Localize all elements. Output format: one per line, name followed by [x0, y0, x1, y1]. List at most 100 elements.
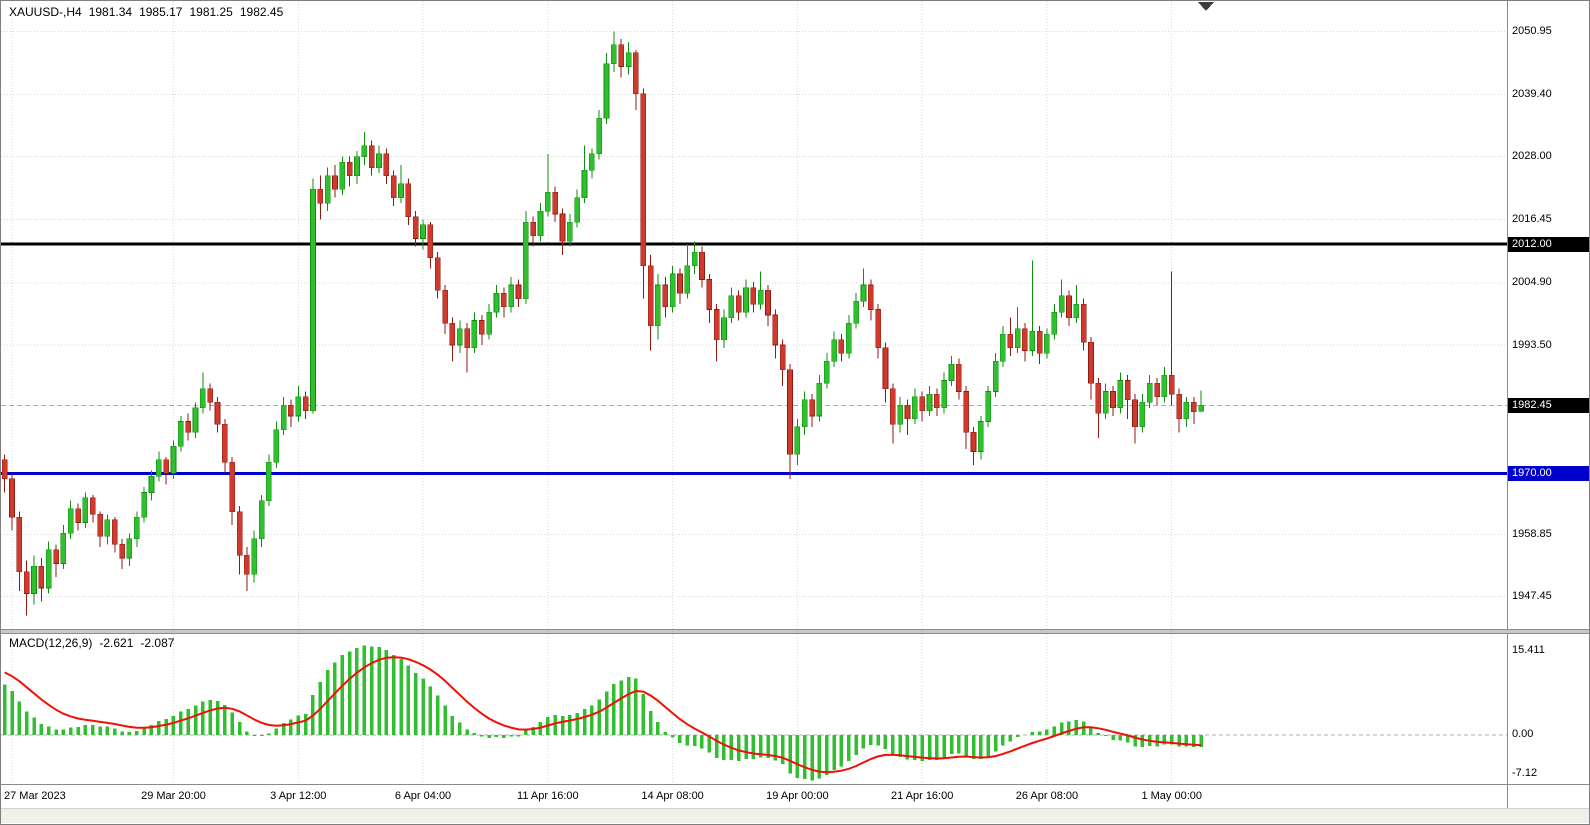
candle — [956, 358, 962, 400]
low-value: 1981.25 — [189, 5, 233, 19]
candle — [1051, 304, 1058, 340]
candle — [1102, 383, 1109, 419]
candle — [398, 164, 404, 204]
price-axis-badge: 2012.00 — [1508, 236, 1589, 252]
candle — [559, 208, 566, 255]
candle — [500, 287, 507, 318]
candle — [677, 268, 683, 305]
candle — [978, 416, 984, 460]
candle — [178, 416, 184, 452]
macd-axis-label: 0.00 — [1512, 728, 1534, 741]
macd-signal-line — [4, 656, 1202, 774]
candle — [1161, 366, 1168, 403]
candle — [992, 353, 999, 397]
symbol-period-label: XAUUSD-,H4 — [9, 5, 82, 19]
candle — [934, 388, 940, 417]
candle — [867, 279, 874, 321]
time-axis-label: 27 Mar 2023 — [4, 790, 66, 802]
macd-histogram — [2, 645, 1203, 781]
chart-shift-marker[interactable] — [1198, 2, 1214, 11]
candle — [1000, 325, 1006, 367]
candle — [750, 282, 757, 313]
candle — [53, 544, 59, 578]
time-axis-label: 19 Apr 00:00 — [766, 790, 829, 802]
candle — [376, 145, 382, 174]
candle — [420, 219, 426, 250]
candle — [185, 413, 191, 441]
candle — [1, 454, 8, 493]
candle — [1154, 377, 1160, 406]
candle — [823, 353, 830, 389]
candle — [89, 495, 96, 523]
candle — [1146, 375, 1153, 408]
ohlc-header: XAUUSD-,H4 1981.34 1985.17 1981.25 1982.45 — [9, 5, 290, 19]
main-chart-pane[interactable]: XAUUSD-,H4 1981.34 1985.17 1981.25 1982.45 — [1, 1, 1507, 629]
candle — [728, 287, 735, 324]
candle — [1007, 317, 1014, 356]
candle — [1066, 290, 1072, 326]
candle — [1088, 336, 1094, 400]
candle — [412, 211, 419, 247]
candle — [346, 156, 353, 187]
candle — [926, 385, 933, 417]
candle — [787, 364, 793, 479]
candle — [383, 148, 390, 184]
macd-axis[interactable]: 15.411 0.00 -7.12 — [1507, 634, 1589, 784]
candle — [523, 211, 529, 305]
candle — [449, 317, 456, 362]
price-axis-label: 2004.90 — [1512, 276, 1552, 289]
candle — [757, 271, 764, 310]
candle — [1176, 388, 1182, 433]
price-axis-badge: 1970.00 — [1508, 465, 1589, 481]
candle — [581, 145, 588, 204]
candle — [941, 372, 947, 414]
candle — [339, 156, 346, 195]
candle — [361, 132, 368, 165]
candle — [104, 514, 111, 545]
price-axis-label: 2028.00 — [1512, 150, 1552, 163]
candle — [97, 511, 103, 548]
candle — [148, 470, 155, 501]
candle — [302, 391, 309, 419]
candle — [985, 385, 992, 427]
candles-layer — [1, 31, 1204, 616]
candle — [354, 151, 360, 184]
candle — [434, 252, 441, 299]
macd-pane[interactable]: MACD(12,26,9) -2.621 -2.087 — [1, 634, 1507, 784]
price-axis-label: 1958.85 — [1512, 527, 1552, 540]
candle — [258, 495, 265, 548]
candle — [853, 293, 859, 329]
candle — [537, 203, 544, 242]
price-axis-label: 1947.45 — [1512, 590, 1552, 602]
candle — [324, 167, 331, 212]
candle — [1110, 385, 1116, 417]
price-axis[interactable]: 2050.95 2039.40 2028.00 2016.45 2004.90 1993.… — [1507, 1, 1589, 629]
candle — [779, 339, 786, 386]
candle — [1095, 377, 1102, 438]
candle — [706, 274, 713, 324]
price-axis-badge: 1982.45 — [1508, 397, 1589, 413]
time-axis[interactable]: 27 Mar 2023 29 Mar 20:00 3 Apr 12:00 6 Apr … — [1, 784, 1507, 808]
window-bottom-edge — [1, 808, 1589, 823]
candle — [691, 241, 698, 275]
time-axis-label: 26 Apr 08:00 — [1015, 790, 1079, 802]
candle — [493, 284, 500, 318]
close-value: 1982.45 — [239, 5, 284, 19]
candle — [743, 279, 749, 318]
candle — [515, 279, 522, 307]
candle — [67, 500, 74, 539]
candle — [647, 254, 654, 351]
candle — [266, 454, 272, 507]
high-value: 1985.17 — [139, 5, 183, 19]
pane-splitter[interactable] — [1, 629, 1589, 634]
candle — [970, 426, 977, 466]
macd-chart[interactable] — [1, 634, 1507, 784]
candle — [295, 385, 302, 422]
candle — [603, 52, 610, 124]
candle — [405, 178, 412, 225]
candle — [1036, 325, 1043, 365]
macd-axis-label: 15.411 — [1512, 644, 1545, 657]
time-axis-label: 6 Apr 04:00 — [394, 790, 452, 802]
candlestick-chart[interactable] — [1, 1, 1507, 629]
candle — [1117, 372, 1124, 414]
